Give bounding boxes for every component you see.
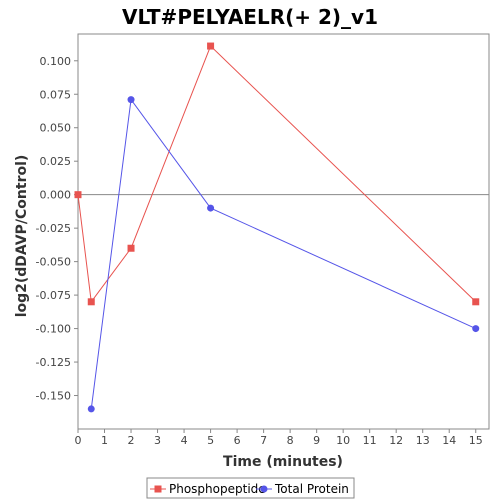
legend-box — [146, 477, 355, 499]
x-tick-label: 7 — [260, 434, 267, 447]
y-tick-label: 0.050 — [40, 122, 72, 135]
y-axis: -0.150 -0.125 -0.100 -0.075 -0.050 -0.025 0.00… — [36, 55, 78, 403]
x-tick-label: 3 — [154, 434, 161, 447]
data-point-circle — [207, 204, 215, 212]
y-tick-label: 0.100 — [40, 55, 72, 68]
data-point-square — [207, 42, 215, 50]
plot-area — [77, 33, 490, 430]
series-line-total-protein — [90, 98, 476, 409]
x-tick-label: 14 — [442, 434, 456, 447]
y-tick-label: 0.000 — [40, 189, 72, 202]
y-axis-label: log2(dDAVP/Control) — [14, 155, 30, 318]
x-tick-label: 12 — [389, 434, 403, 447]
x-tick-label: 4 — [181, 434, 188, 447]
x-tick-label: 6 — [234, 434, 241, 447]
data-point-square — [87, 298, 95, 306]
x-axis-label: Time (minutes) — [223, 454, 343, 470]
x-axis: 0 1 2 3 4 5 6 7 8 9 10 11 12 13 14 15 — [75, 429, 483, 447]
legend-marker-circle — [260, 485, 268, 493]
x-tick-label: 0 — [75, 434, 82, 447]
y-tick-label: 0.075 — [40, 88, 72, 101]
y-tick-label: -0.100 — [36, 323, 71, 336]
data-point-circle — [127, 96, 135, 104]
legend: Phosphopeptide Total Protein — [146, 477, 355, 499]
y-tick-label: -0.150 — [36, 390, 71, 403]
data-point-circle — [87, 405, 95, 413]
x-tick-label: 5 — [207, 434, 214, 447]
legend-marker-square — [154, 485, 162, 493]
x-tick-label: 10 — [336, 434, 350, 447]
y-tick-label: -0.050 — [36, 256, 71, 269]
y-tick-label: -0.075 — [36, 289, 71, 302]
data-point-square — [74, 191, 82, 199]
chart-title: VLT#PELYAELR(+ 2)_v1 — [122, 5, 378, 29]
x-tick-label: 13 — [416, 434, 430, 447]
y-tick-label: 0.025 — [40, 155, 72, 168]
legend-label: Total Protein — [274, 482, 349, 496]
x-tick-label: 15 — [469, 434, 483, 447]
data-point-square — [472, 298, 480, 306]
x-tick-label: 11 — [363, 434, 377, 447]
y-tick-label: -0.125 — [36, 356, 71, 369]
x-tick-label: 8 — [287, 434, 294, 447]
y-tick-label: -0.025 — [36, 222, 71, 235]
x-tick-label: 9 — [313, 434, 320, 447]
data-point-square — [127, 244, 135, 252]
plot-frame — [77, 33, 490, 430]
x-tick-label: 1 — [101, 434, 108, 447]
x-tick-label: 2 — [128, 434, 135, 447]
series-layer — [74, 42, 480, 413]
legend-label: Phosphopeptide — [169, 482, 266, 496]
data-point-circle — [472, 325, 480, 333]
